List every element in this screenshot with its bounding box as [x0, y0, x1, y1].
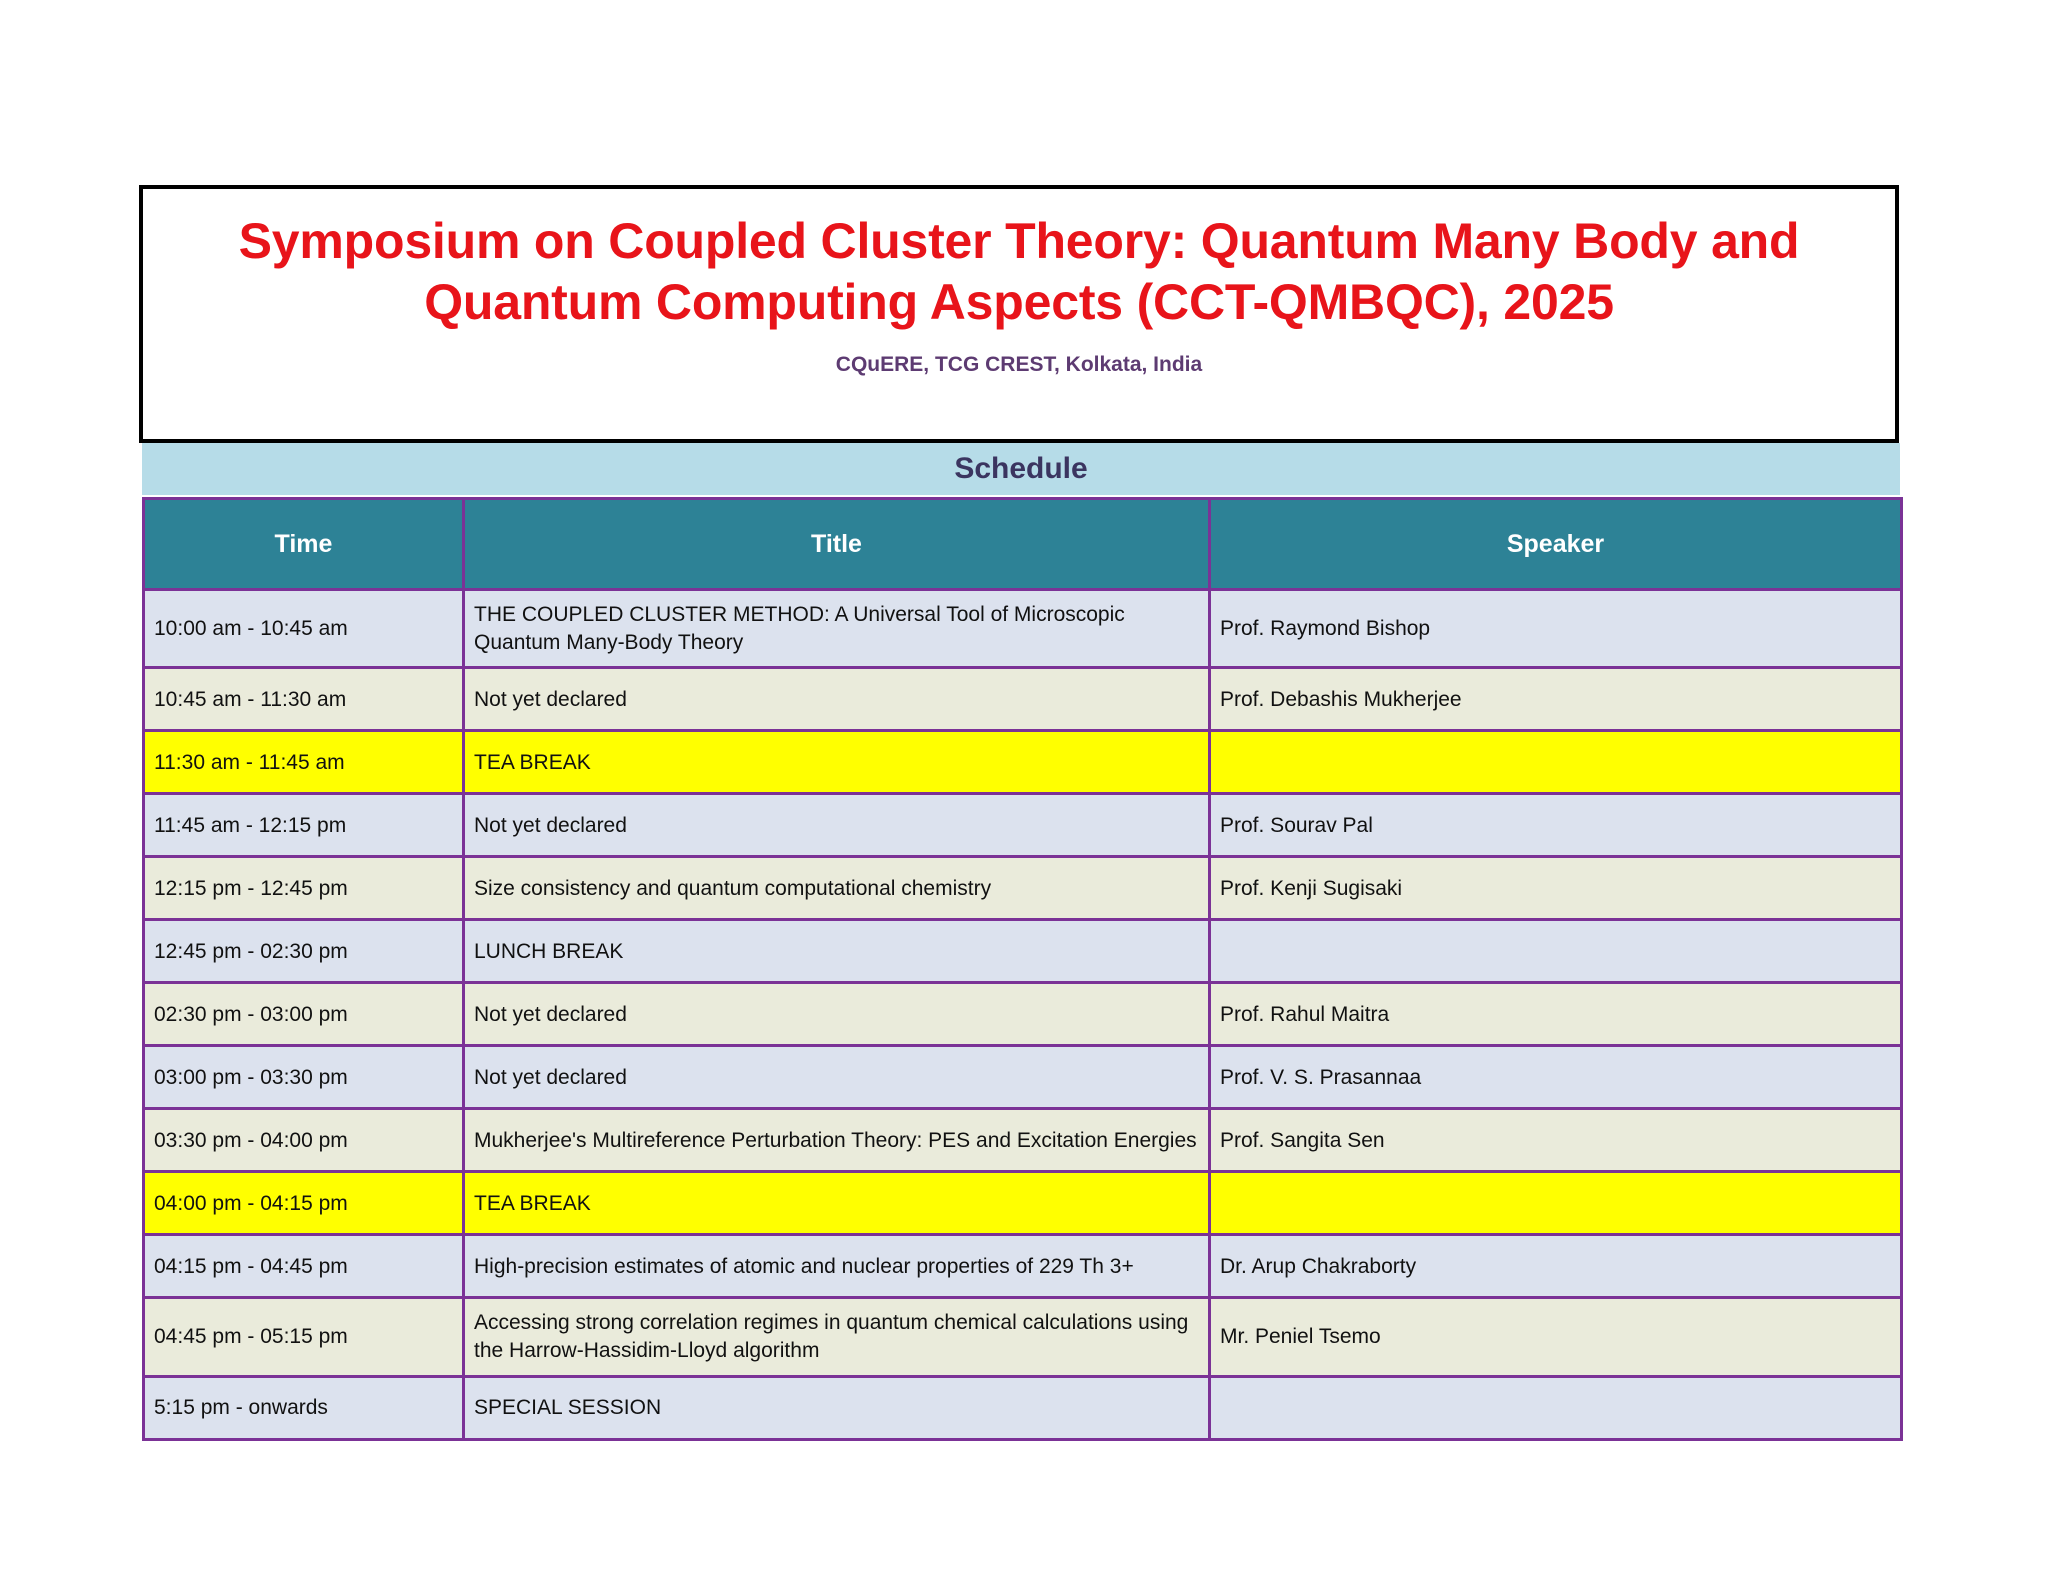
page-title: Symposium on Coupled Cluster Theory: Qua… — [238, 213, 1800, 330]
cell-speaker: Prof. Kenji Sugisaki — [1208, 855, 1903, 922]
table-row: 12:45 pm - 02:30 pm LUNCH BREAK — [142, 918, 1903, 985]
cell-title: Not yet declared — [462, 1044, 1211, 1111]
cell-speaker: Prof. Sourav Pal — [1208, 792, 1903, 859]
cell-time: 11:45 am - 12:15 pm — [142, 792, 465, 859]
table-body: 10:00 am - 10:45 am THE COUPLED CLUSTER M… — [142, 587, 1903, 1441]
cell-title: Accessing strong correlation regimes in … — [462, 1296, 1211, 1378]
table-row: 11:30 am - 11:45 am TEA BREAK — [142, 729, 1903, 796]
title-box: Symposium on Coupled Cluster Theory: Qua… — [139, 185, 1899, 443]
cell-time: 10:45 am - 11:30 am — [142, 666, 465, 733]
table-row: 02:30 pm - 03:00 pm Not yet declared Prof.… — [142, 981, 1903, 1048]
cell-speaker: Dr. Arup Chakraborty — [1208, 1233, 1903, 1300]
schedule-table: Time Title Speaker 10:00 am - 10:45 am TH… — [142, 497, 1903, 1441]
cell-title: Not yet declared — [462, 666, 1211, 733]
table-row: 04:00 pm - 04:15 pm TEA BREAK — [142, 1170, 1903, 1237]
cell-speaker: Prof. Rahul Maitra — [1208, 981, 1903, 1048]
table-row: 04:15 pm - 04:45 pm High-precision estima… — [142, 1233, 1903, 1300]
cell-speaker: Mr. Peniel Tsemo — [1208, 1296, 1903, 1378]
table-row: 12:15 pm - 12:45 pm Size consistency and … — [142, 855, 1903, 922]
cell-speaker: Prof. Debashis Mukherjee — [1208, 666, 1903, 733]
cell-time: 04:45 pm - 05:15 pm — [142, 1296, 465, 1378]
cell-time: 12:45 pm - 02:30 pm — [142, 918, 465, 985]
cell-title: High-precision estimates of atomic and n… — [462, 1233, 1211, 1300]
table-row: 5:15 pm - onwards SPECIAL SESSION — [142, 1374, 1903, 1441]
table-row: 11:45 am - 12:15 pm Not yet declared Prof.… — [142, 792, 1903, 859]
column-header-time: Time — [142, 497, 465, 591]
schedule-banner: Schedule — [142, 443, 1900, 495]
table-row: 10:00 am - 10:45 am THE COUPLED CLUSTER M… — [142, 587, 1903, 670]
cell-speaker — [1208, 918, 1903, 985]
cell-speaker — [1208, 1170, 1903, 1237]
cell-time: 04:15 pm - 04:45 pm — [142, 1233, 465, 1300]
cell-title: Mukherjee's Multireference Perturbation … — [462, 1107, 1211, 1174]
table-row: 03:00 pm - 03:30 pm Not yet declared Prof.… — [142, 1044, 1903, 1111]
table-head: Time Title Speaker — [142, 497, 1903, 591]
cell-title: Not yet declared — [462, 792, 1211, 859]
cell-time: 12:15 pm - 12:45 pm — [142, 855, 465, 922]
cell-title: Size consistency and quantum computation… — [462, 855, 1211, 922]
cell-title: THE COUPLED CLUSTER METHOD: A Universal … — [462, 587, 1211, 670]
cell-time: 04:00 pm - 04:15 pm — [142, 1170, 465, 1237]
page-subtitle: CQuERE, TCG CREST, Kolkata, India — [835, 353, 1203, 376]
table-header-row: Time Title Speaker — [142, 497, 1903, 591]
cell-time: 5:15 pm - onwards — [142, 1374, 465, 1441]
column-header-speaker: Speaker — [1208, 497, 1903, 591]
cell-time: 02:30 pm - 03:00 pm — [142, 981, 465, 1048]
cell-time: 03:00 pm - 03:30 pm — [142, 1044, 465, 1111]
cell-speaker — [1208, 729, 1903, 796]
cell-speaker — [1208, 1374, 1903, 1441]
cell-title: LUNCH BREAK — [462, 918, 1211, 985]
column-header-title: Title — [462, 497, 1211, 591]
cell-title: SPECIAL SESSION — [462, 1374, 1211, 1441]
cell-title: TEA BREAK — [462, 729, 1211, 796]
table-row: 10:45 am - 11:30 am Not yet declared Prof.… — [142, 666, 1903, 733]
cell-time: 03:30 pm - 04:00 pm — [142, 1107, 465, 1174]
cell-speaker: Prof. Sangita Sen — [1208, 1107, 1903, 1174]
cell-speaker: Prof. V. S. Prasannaa — [1208, 1044, 1903, 1111]
table-row: 04:45 pm - 05:15 pm Accessing strong corr… — [142, 1296, 1903, 1378]
cell-time: 10:00 am - 10:45 am — [142, 587, 465, 670]
cell-speaker: Prof. Raymond Bishop — [1208, 587, 1903, 670]
table-row: 03:30 pm - 04:00 pm Mukherjee's Multirefe… — [142, 1107, 1903, 1174]
cell-title: Not yet declared — [462, 981, 1211, 1048]
cell-title: TEA BREAK — [462, 1170, 1211, 1237]
cell-time: 11:30 am - 11:45 am — [142, 729, 465, 796]
